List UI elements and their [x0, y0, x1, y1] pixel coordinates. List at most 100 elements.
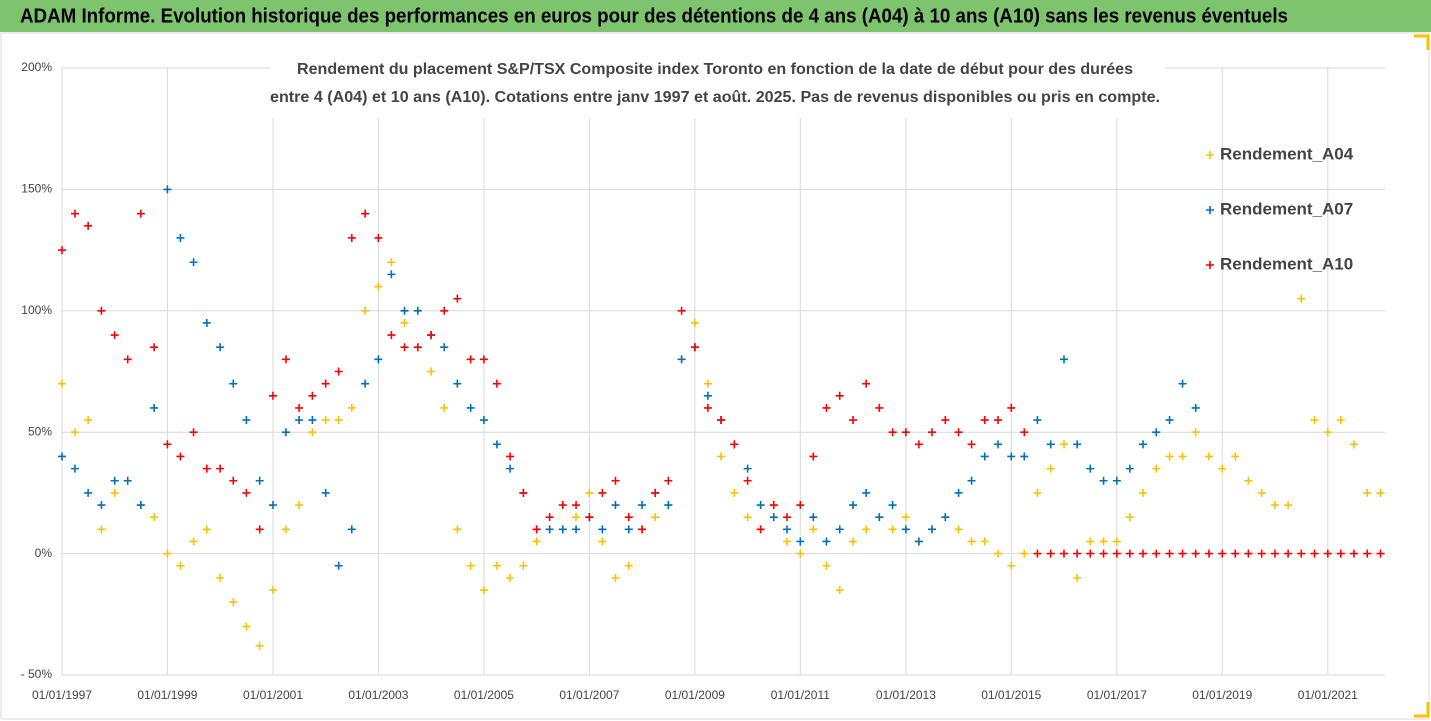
- data-point: [1099, 549, 1108, 558]
- data-point: [176, 233, 185, 242]
- data-point: [97, 525, 106, 534]
- data-point: [229, 476, 238, 485]
- data-point: [822, 403, 831, 412]
- x-tick-label: 01/01/1999: [137, 688, 197, 702]
- data-point: [163, 185, 172, 194]
- data-point: [1191, 428, 1200, 437]
- data-point: [189, 428, 198, 437]
- data-point: [1033, 549, 1042, 558]
- data-point: [70, 209, 79, 218]
- data-point: [374, 355, 383, 364]
- data-point: [664, 476, 673, 485]
- data-point: [374, 282, 383, 291]
- data-point: [1046, 549, 1055, 558]
- data-point: [624, 525, 633, 534]
- data-point: [1270, 501, 1279, 510]
- data-point: [690, 318, 699, 327]
- x-tick-label: 01/01/2005: [454, 688, 514, 702]
- data-point: [1297, 549, 1306, 558]
- data-point: [347, 525, 356, 534]
- data-point: [519, 488, 528, 497]
- data-point: [875, 513, 884, 522]
- data-point: [440, 306, 449, 315]
- data-point: [1046, 440, 1055, 449]
- data-point: [84, 488, 93, 497]
- data-point: [334, 561, 343, 570]
- data-point: [1178, 549, 1187, 558]
- data-point: [427, 367, 436, 376]
- data-point: [598, 525, 607, 534]
- data-point: [466, 403, 475, 412]
- data-point: [1007, 452, 1016, 461]
- data-point: [84, 221, 93, 230]
- data-point: [506, 464, 515, 473]
- data-point: [611, 476, 620, 485]
- data-point: [519, 561, 528, 570]
- data-point: [1310, 416, 1319, 425]
- subtitle-line: Rendement du placement S&P/TSX Composite…: [297, 61, 1133, 78]
- data-point: [651, 513, 660, 522]
- data-point: [1073, 549, 1082, 558]
- data-point: [796, 549, 805, 558]
- data-point: [1257, 488, 1266, 497]
- data-point: [453, 525, 462, 534]
- data-point: [453, 379, 462, 388]
- data-point: [743, 464, 752, 473]
- data-point: [1020, 452, 1029, 461]
- data-point: [202, 525, 211, 534]
- data-point: [954, 525, 963, 534]
- data-point: [703, 379, 712, 388]
- data-point: [1086, 537, 1095, 546]
- data-point: [967, 440, 976, 449]
- data-point: [281, 525, 290, 534]
- data-point: [321, 416, 330, 425]
- data-point: [611, 501, 620, 510]
- data-point: [664, 501, 673, 510]
- data-point: [1284, 501, 1293, 510]
- data-point: [822, 537, 831, 546]
- x-tick-label: 01/01/2011: [771, 688, 830, 702]
- data-point: [440, 403, 449, 412]
- data-point: [334, 416, 343, 425]
- data-point: [176, 561, 185, 570]
- data-point: [1112, 476, 1121, 485]
- data-point: [756, 501, 765, 510]
- data-point: [849, 537, 858, 546]
- data-point: [216, 343, 225, 352]
- data-point: [980, 452, 989, 461]
- data-point: [216, 464, 225, 473]
- y-tick-label: 150%: [21, 182, 52, 196]
- data-point: [1178, 379, 1187, 388]
- data-point: [980, 416, 989, 425]
- data-point: [1060, 440, 1068, 449]
- data-point: [928, 525, 937, 534]
- data-point: [598, 537, 607, 546]
- x-tick-label: 01/01/2015: [981, 688, 1041, 702]
- data-point: [888, 525, 897, 534]
- data-point: [1086, 464, 1095, 473]
- data-point: [97, 501, 106, 510]
- data-point: [427, 331, 436, 340]
- data-point: [492, 440, 501, 449]
- data-point: [295, 403, 304, 412]
- data-point: [400, 306, 409, 315]
- data-point: [440, 343, 449, 352]
- data-point: [796, 501, 805, 510]
- legend-marker: [1206, 151, 1214, 159]
- data-point: [1125, 513, 1134, 522]
- corner-decoration: [1414, 34, 1430, 718]
- data-point: [255, 476, 264, 485]
- data-point: [84, 416, 93, 425]
- data-point: [1020, 428, 1029, 437]
- data-point: [901, 525, 910, 534]
- data-point: [1336, 416, 1345, 425]
- data-point: [914, 440, 923, 449]
- data-point: [255, 525, 264, 534]
- header-bar: [0, 0, 1431, 32]
- data-point: [110, 476, 119, 485]
- data-point: [1073, 573, 1082, 582]
- data-point: [1231, 452, 1240, 461]
- data-point: [783, 537, 792, 546]
- data-point: [1376, 488, 1385, 497]
